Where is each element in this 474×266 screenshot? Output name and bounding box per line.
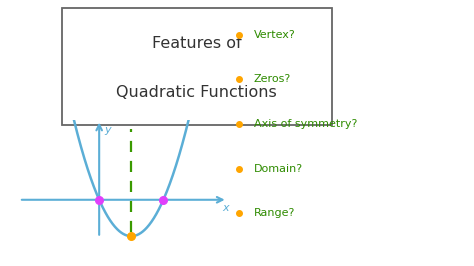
- Text: Features of: Features of: [152, 36, 242, 51]
- Text: Quadratic Functions: Quadratic Functions: [116, 85, 277, 100]
- FancyBboxPatch shape: [62, 8, 332, 125]
- Text: y: y: [104, 125, 110, 135]
- Text: Domain?: Domain?: [254, 164, 303, 174]
- Text: Range?: Range?: [254, 208, 295, 218]
- Text: Axis of symmetry?: Axis of symmetry?: [254, 119, 357, 129]
- Text: Vertex?: Vertex?: [254, 30, 295, 40]
- Text: Zeros?: Zeros?: [254, 74, 291, 84]
- Text: x: x: [223, 203, 229, 213]
